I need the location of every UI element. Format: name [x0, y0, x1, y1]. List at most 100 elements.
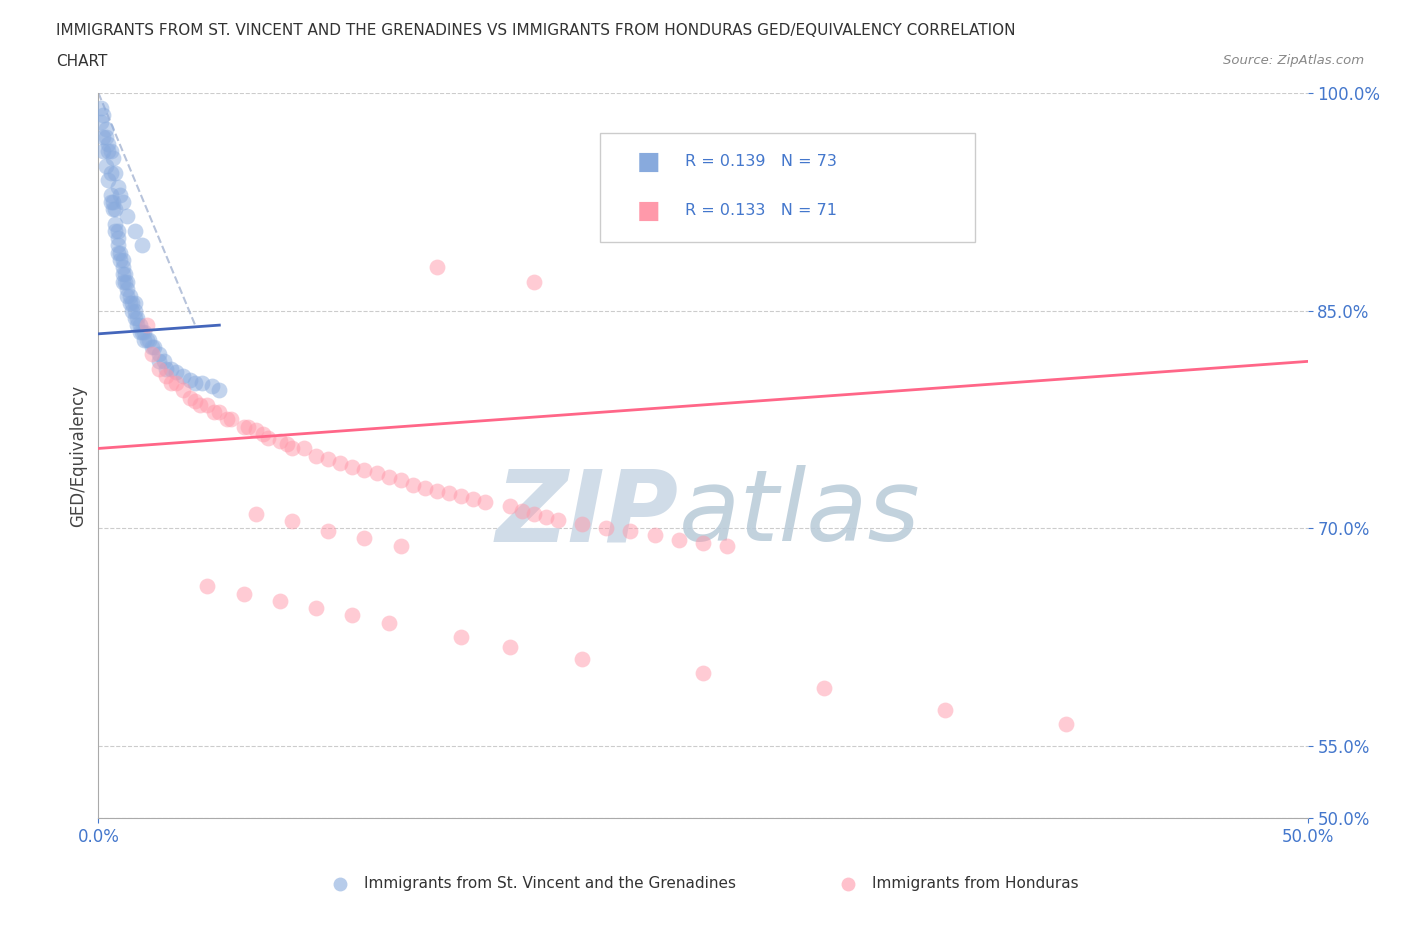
- Point: [934, 702, 956, 717]
- Text: ■: ■: [637, 198, 661, 222]
- Point: [510, 503, 533, 518]
- Point: [232, 586, 254, 601]
- Point: [128, 318, 150, 333]
- Point: [208, 383, 231, 398]
- Point: [155, 368, 177, 383]
- Point: [111, 252, 134, 267]
- Point: [117, 288, 139, 303]
- Text: Immigrants from Honduras: Immigrants from Honduras: [872, 876, 1078, 891]
- Point: [124, 296, 146, 311]
- Point: [353, 463, 375, 478]
- Point: [813, 681, 835, 696]
- Point: [155, 361, 177, 376]
- Point: [97, 173, 120, 188]
- Point: [165, 376, 187, 391]
- Point: [523, 274, 546, 289]
- Point: [148, 361, 170, 376]
- Point: [1054, 717, 1077, 732]
- Point: [135, 332, 157, 347]
- Point: [160, 361, 183, 376]
- Point: [619, 524, 641, 538]
- Point: [100, 194, 122, 209]
- Point: [571, 651, 593, 666]
- Point: [184, 376, 207, 391]
- Point: [172, 368, 194, 383]
- Point: [281, 441, 304, 456]
- Point: [111, 274, 134, 289]
- Point: [292, 441, 315, 456]
- Point: [111, 194, 134, 209]
- Point: [668, 532, 690, 547]
- Point: [534, 510, 557, 525]
- Point: [148, 347, 170, 362]
- Point: [215, 412, 238, 427]
- Point: [389, 538, 412, 553]
- Point: [269, 433, 291, 448]
- Point: [104, 202, 127, 217]
- Point: [305, 448, 328, 463]
- Point: [426, 483, 449, 498]
- Point: [463, 492, 485, 507]
- Point: [208, 405, 231, 419]
- Point: [141, 347, 163, 362]
- Point: [201, 379, 224, 393]
- Point: [184, 393, 207, 408]
- Point: [366, 466, 388, 481]
- Point: [91, 143, 114, 158]
- Point: [595, 521, 617, 536]
- Text: ■: ■: [637, 150, 661, 174]
- Point: [245, 506, 267, 521]
- Point: [107, 223, 129, 238]
- Text: IMMIGRANTS FROM ST. VINCENT AND THE GRENADINES VS IMMIGRANTS FROM HONDURAS GED/E: IMMIGRANTS FROM ST. VINCENT AND THE GREN…: [56, 23, 1015, 38]
- Point: [117, 209, 139, 224]
- Point: [94, 122, 117, 137]
- Point: [135, 318, 157, 333]
- Point: [305, 601, 328, 616]
- Point: [238, 419, 260, 434]
- Point: [316, 524, 339, 538]
- Point: [256, 431, 278, 445]
- Point: [160, 376, 183, 391]
- Point: [523, 506, 546, 521]
- Text: CHART: CHART: [56, 54, 108, 69]
- Point: [127, 318, 149, 333]
- Point: [90, 100, 112, 115]
- FancyBboxPatch shape: [600, 133, 976, 242]
- Point: [107, 246, 129, 260]
- Point: [114, 267, 136, 282]
- Point: [108, 187, 131, 202]
- Point: [114, 274, 136, 289]
- Point: [195, 397, 218, 412]
- Point: [107, 231, 129, 246]
- Point: [128, 325, 150, 339]
- Point: [329, 456, 352, 471]
- Point: [547, 512, 569, 527]
- Point: [269, 593, 291, 608]
- Point: [124, 311, 146, 325]
- Point: [124, 303, 146, 318]
- Point: [450, 630, 472, 644]
- Point: [377, 615, 399, 630]
- Point: [195, 578, 218, 593]
- Point: [121, 303, 143, 318]
- Point: [100, 166, 122, 180]
- Point: [97, 143, 120, 158]
- Point: [342, 459, 364, 474]
- Point: [148, 354, 170, 369]
- Point: [118, 288, 141, 303]
- Point: [108, 246, 131, 260]
- Point: [179, 391, 201, 405]
- Point: [498, 499, 520, 514]
- Point: [124, 223, 146, 238]
- Point: [107, 238, 129, 253]
- Text: R = 0.139   N = 73: R = 0.139 N = 73: [685, 154, 837, 169]
- Point: [134, 325, 156, 339]
- Point: [127, 311, 149, 325]
- Point: [644, 528, 666, 543]
- Point: [281, 513, 304, 528]
- Point: [104, 216, 127, 231]
- Point: [276, 437, 298, 452]
- Point: [437, 486, 460, 501]
- Point: [692, 666, 714, 681]
- Text: ZIP: ZIP: [496, 465, 679, 563]
